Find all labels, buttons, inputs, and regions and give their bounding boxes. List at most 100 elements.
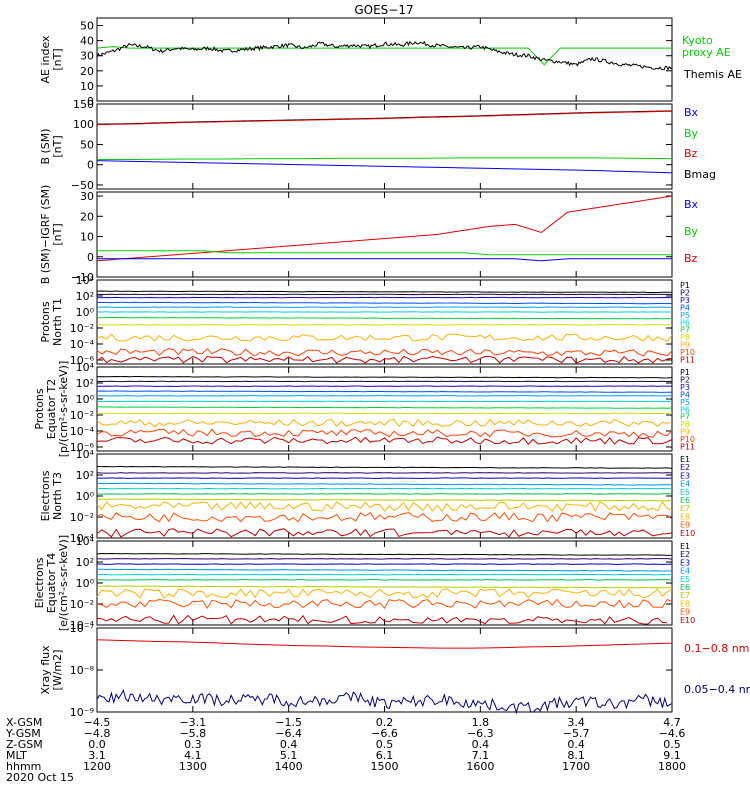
y-tick-label: 10⁴ [76,535,95,548]
panel-xray: 10⁻⁹ 10⁻⁸ 10⁻⁷ Xray flux[W/m2] 0.1−0.8 nm 0.0… [39,622,750,719]
series-line [96,428,673,438]
y-tick-label: 20 [80,65,94,78]
ephemeris-value: −4.6 [659,727,686,740]
y-axis-label-line: North T3 [51,472,64,520]
legend-entry: P10 [680,348,695,357]
legend-entry: E4 [680,480,690,489]
series-line [96,588,673,599]
ephemeris-value: 1300 [179,760,207,773]
legend-entry: P5 [680,311,690,320]
y-axis-label: ElectronsNorth T3 [39,470,64,521]
y-tick-label: 10⁻² [70,409,94,422]
legend-entry: P4 [680,390,690,399]
panel-ee: 10⁻⁴ 10⁻² 10⁰ 10² 10⁴ ElectronsEquator T4[e/(… [33,535,695,632]
ephemeris-value: 1.8 [472,716,490,729]
series-line [96,195,673,262]
series-line [96,355,673,364]
legend-entry: E1 [680,542,690,551]
series-line [96,390,673,393]
ephemeris-value: 6.1 [376,749,394,762]
ephemeris-value: −4.8 [84,727,111,740]
y-tick-label: 10⁻⁶ [70,441,95,454]
y-axis-label: ProtonsNorth T1 [39,298,64,346]
series-line [96,482,673,486]
ephemeris-value: 0.5 [663,738,681,751]
ephemeris-value: 4.7 [663,716,681,729]
ephemeris-value: 0.2 [376,716,394,729]
series-line [96,487,673,490]
ephemeris-value: 7.1 [472,749,490,762]
y-tick-label: 40 [80,35,94,48]
ephemeris-value: −3.1 [179,716,206,729]
y-axis-label-line: Electrons [33,557,46,608]
ephemeris-value: 4.1 [184,749,202,762]
legend-entry: Themis AE [683,68,742,81]
legend-entry: 0.1−0.8 nm [684,642,749,655]
ephemeris-value: −4.5 [84,716,111,729]
ephemeris-row-label: X-GSM [6,716,42,729]
ephemeris-value: −6.6 [371,727,398,740]
y-axis-label: ProtonsEquator T2[p/(cm²-s-sr-keV)] [33,361,70,458]
y-tick-label: 10⁻² [70,511,94,524]
legend-entry: E3 [680,471,690,480]
legend-entry: E1 [680,455,690,464]
ephemeris-row-label: MLT [6,749,27,762]
series-line [96,436,673,445]
y-tick-label: 10⁻⁹ [70,706,94,719]
series-line [96,290,673,294]
y-axis-label-line: Electrons [39,470,52,521]
y-axis-label-line: B (SM) [39,128,52,164]
ephemeris-value: −6.4 [275,727,302,740]
y-axis-label-line: [nT] [51,48,64,70]
legend-entry: P1 [680,281,690,290]
legend-entry: E6 [680,496,690,505]
ephemeris-value: 1700 [562,760,590,773]
legend-entry: Bx [684,198,699,211]
series-line [96,333,673,342]
ephemeris-value: −5.7 [563,727,590,740]
y-axis-label-line: Equator T4 [45,553,58,613]
legend-entry: P2 [680,288,690,297]
series-line [96,598,673,610]
y-tick-label: 10⁻² [70,322,94,335]
panel-frame [96,191,673,278]
legend-entry: P9 [680,428,690,437]
ephemeris-row-label: Z-GSM [6,738,43,751]
ephemeris-value: 9.1 [663,749,681,762]
ephemeris-value: 1400 [275,760,303,773]
y-tick-label: 10² [76,377,94,390]
legend-entry: P2 [680,375,690,384]
panel-bigrf: −10 0 10 20 30 B (SM)−IGRF (SM)[nT] Bx By Bz [39,185,699,285]
y-tick-label: 10⁻⁶ [70,354,95,367]
series-line [96,477,673,479]
legend-entry: E5 [680,488,690,497]
legend-entry: Bz [684,147,698,160]
legend-entry: P9 [680,341,690,350]
legend-entry: P7 [680,413,690,422]
series-line [96,689,673,715]
y-tick-label: 10⁰ [76,577,95,590]
y-axis-label-line: [nT] [51,223,64,245]
ephemeris-value: 1800 [658,760,686,773]
series-line [96,418,673,428]
legend-entry: P5 [680,398,690,407]
ephemeris-table: X-GSM −4.5 −3.1 −1.5 0.2 1.8 3.4 4.7 Y-GSM −4.8 −5… [5,716,686,784]
series-line [96,301,673,305]
legend-entry: E2 [680,463,690,472]
y-tick-label: 10⁴ [76,448,95,461]
y-axis-label-line: B (SM)−IGRF (SM) [39,185,52,285]
series-line [96,573,673,576]
series-line [96,553,673,556]
series-line [96,585,673,589]
legend-entry: Bmag [684,168,716,181]
y-tick-label: 10 [80,80,94,93]
figure-title: GOES−17 [354,3,413,17]
y-tick-label: 10⁰ [76,393,95,406]
y-tick-label: 50 [80,138,94,151]
series-line [96,558,673,560]
panel-frame [96,103,673,190]
y-tick-label: −50 [71,179,94,192]
